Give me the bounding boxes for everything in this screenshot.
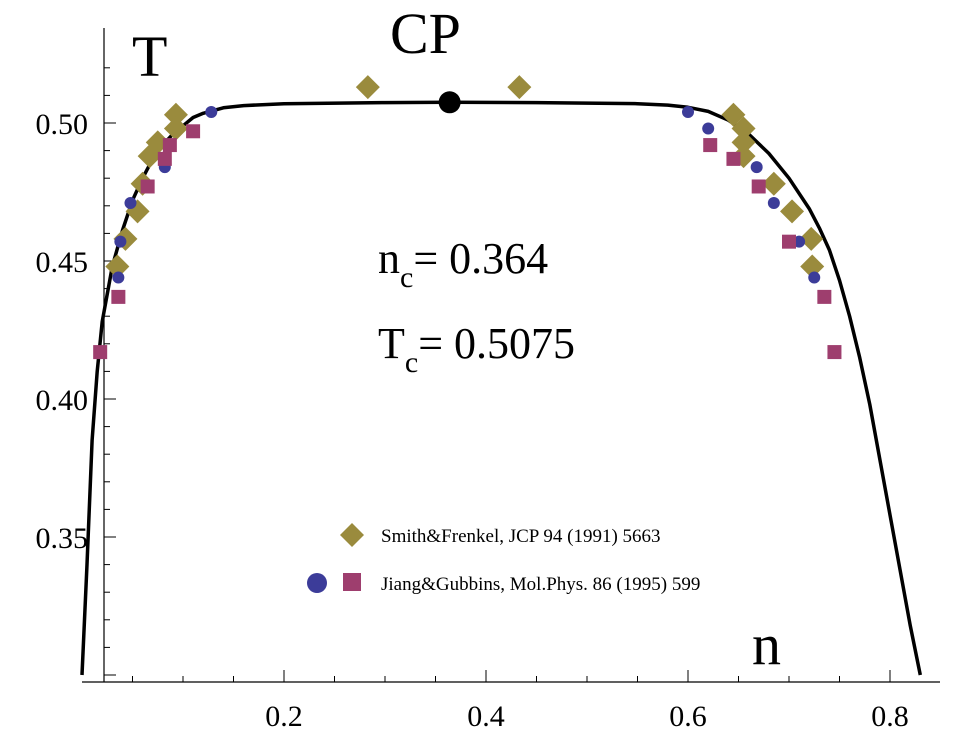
tc-subscript: c	[405, 346, 418, 379]
x-axis-title: n	[752, 612, 781, 677]
tc-annotation: Tc= 0.5075	[378, 319, 575, 379]
square-point	[186, 124, 201, 139]
square-point	[726, 151, 741, 166]
diamond-point	[163, 116, 188, 141]
square-point	[827, 345, 842, 360]
y-tick-label: 0.45	[36, 246, 89, 279]
y-axis-title: T	[132, 24, 167, 89]
square-point	[703, 138, 718, 153]
legend-label-jiang-gubbins: Jiang&Gubbins, Mol.Phys. 86 (1995) 599	[381, 574, 700, 595]
square-point	[111, 289, 126, 304]
circle-point	[767, 197, 780, 210]
diamond-point	[780, 199, 805, 224]
circle-point	[112, 271, 125, 284]
y-tick-label: 0.40	[36, 384, 89, 417]
nc-annotation: nc= 0.364	[378, 234, 548, 294]
circle-point	[702, 122, 715, 135]
square-point	[817, 289, 832, 304]
x-tick-label: 0.6	[669, 700, 707, 731]
square-point	[782, 234, 796, 249]
nc-value: = 0.364	[413, 234, 548, 283]
diamond-point	[105, 254, 130, 279]
legend-diamond-marker	[340, 523, 364, 547]
circle-point	[114, 235, 127, 248]
legend: Smith&Frenkel, JCP 94 (1991) 5663 Jiang&…	[307, 523, 700, 595]
circle-point	[124, 197, 137, 210]
circle-point	[793, 235, 806, 248]
y-tick-label: 0.50	[36, 108, 89, 141]
diamond-point	[800, 254, 825, 279]
nc-subscript: c	[400, 261, 413, 294]
circle-point	[808, 271, 821, 284]
square-point	[751, 179, 766, 194]
diamond-point	[731, 116, 756, 141]
tc-symbol: T	[378, 319, 405, 368]
diamond-point	[761, 171, 786, 196]
legend-circle-marker	[307, 573, 327, 593]
x-tick-label: 0.8	[871, 700, 909, 731]
legend-square-marker	[343, 573, 361, 591]
data-points-layer	[93, 75, 842, 360]
circle-point	[682, 105, 694, 118]
x-tick-label: 0.2	[265, 700, 303, 731]
diamond-point	[137, 144, 162, 169]
tc-value: = 0.5075	[418, 319, 575, 368]
diamond-point	[507, 75, 532, 100]
square-point	[162, 138, 177, 153]
diamond-point	[355, 75, 380, 100]
diamond-point	[799, 226, 824, 251]
y-tick-label: 0.35	[36, 522, 89, 555]
axes: 0.35 0.40 0.45 0.50 0.2 0.4 0.6 0.8	[36, 28, 940, 731]
legend-label-smith-frenkel: Smith&Frenkel, JCP 94 (1991) 5663	[381, 526, 661, 547]
circle-point	[750, 161, 763, 174]
critical-point-label: CP	[390, 1, 461, 66]
diamond-point	[163, 102, 188, 127]
circle-point	[205, 105, 218, 118]
diamond-point	[731, 130, 756, 155]
square-point	[93, 345, 108, 360]
square-point	[140, 179, 155, 194]
x-tick-label: 0.4	[467, 700, 505, 731]
critical-point-marker	[438, 91, 461, 114]
square-point	[157, 151, 172, 166]
nc-symbol: n	[378, 234, 400, 283]
